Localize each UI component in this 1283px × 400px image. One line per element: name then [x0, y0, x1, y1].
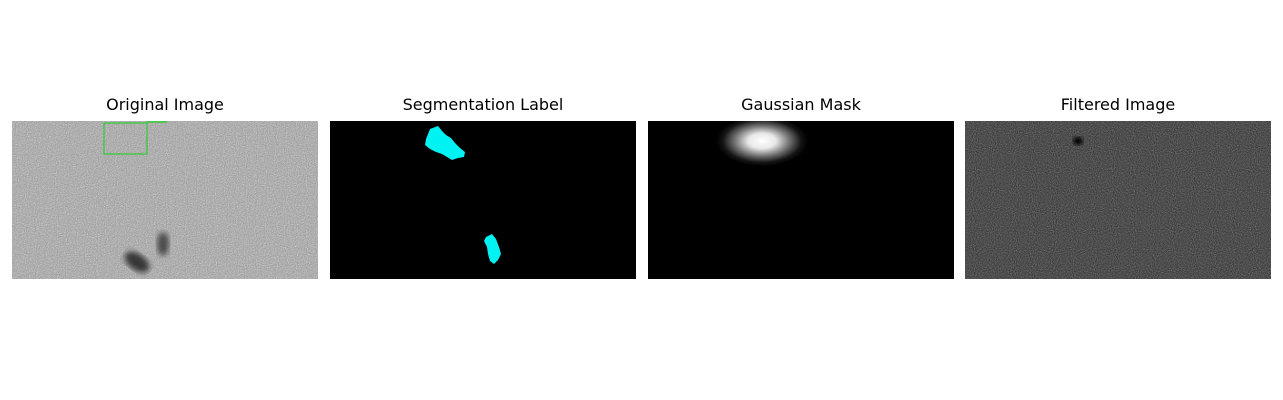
panel-title-filtered: Filtered Image — [1060, 95, 1176, 114]
gaussian-spot — [648, 121, 954, 279]
original-image — [12, 121, 318, 279]
segmentation-blob-bottom — [484, 234, 501, 264]
segmentation-image — [330, 121, 636, 279]
panel-title-original: Original Image — [106, 95, 224, 114]
gaussian-mask-image — [648, 121, 954, 279]
dark-blob-top — [124, 251, 150, 273]
dark-blob-bottom — [157, 232, 169, 256]
panel-title-gaussian: Gaussian Mask — [741, 95, 861, 114]
segmentation-blob-top — [425, 126, 465, 160]
panel-title-segmentation: Segmentation Label — [402, 95, 564, 114]
filtered-dark-spot — [1073, 137, 1083, 145]
filtered-image — [965, 121, 1271, 279]
detection-bounding-box — [103, 122, 148, 155]
